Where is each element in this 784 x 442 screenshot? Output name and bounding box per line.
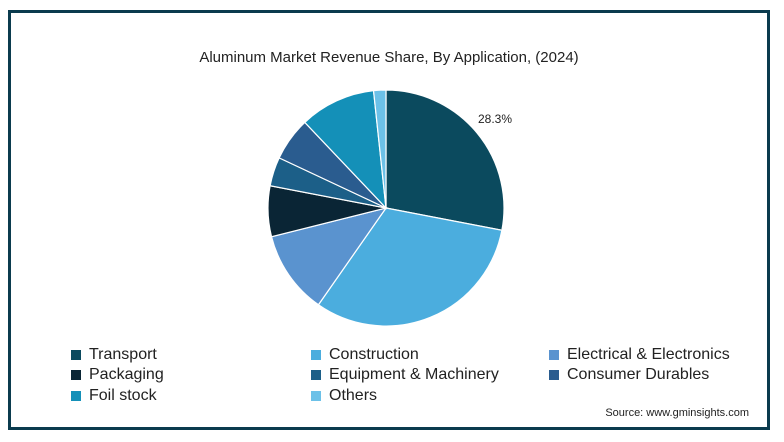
legend-label: Electrical & Electronics: [567, 346, 730, 363]
legend-label: Others: [329, 387, 378, 404]
legend-swatch: [71, 370, 81, 380]
legend-item-consumer-durables: Consumer Durables: [549, 366, 709, 384]
pie-chart: 28.3%: [267, 89, 512, 327]
pie-slice-others: [372, 89, 387, 209]
legend-swatch: [311, 370, 321, 380]
pie-slice-foil-stock: [303, 89, 387, 210]
legend-swatch: [311, 391, 321, 401]
legend-label: Transport: [89, 346, 157, 363]
legend-item-foil-stock: Foil stock: [71, 387, 157, 405]
legend-swatch: [71, 350, 81, 360]
legend-item-electrical-electronics: Electrical & Electronics: [549, 346, 730, 364]
legend-item-packaging: Packaging: [71, 366, 164, 384]
legend-item-others: Others: [311, 387, 377, 405]
legend-label: Construction: [329, 346, 419, 363]
pie-slice-electrical-electronics: [270, 207, 388, 306]
legend-swatch: [549, 370, 559, 380]
data-label-transport: 28.3%: [478, 112, 512, 126]
legend-item-transport: Transport: [71, 346, 157, 364]
legend-swatch: [311, 350, 321, 360]
legend-label: Packaging: [89, 366, 164, 383]
chart-frame: Aluminum Market Revenue Share, By Applic…: [8, 10, 770, 430]
chart-title: Aluminum Market Revenue Share, By Applic…: [199, 49, 579, 66]
legend-label: Consumer Durables: [567, 366, 710, 383]
pie-slice-transport: [385, 89, 505, 231]
legend-swatch: [549, 350, 559, 360]
legend-label: Equipment & Machinery: [329, 366, 499, 383]
legend-label: Foil stock: [89, 387, 157, 404]
legend-item-equipment-machinery: Equipment & Machinery: [311, 366, 499, 384]
legend-swatch: [71, 391, 81, 401]
source-note: Source: www.gminsights.com: [605, 407, 749, 419]
legend-item-construction: Construction: [311, 346, 419, 364]
pie-slice-construction: [317, 207, 503, 327]
